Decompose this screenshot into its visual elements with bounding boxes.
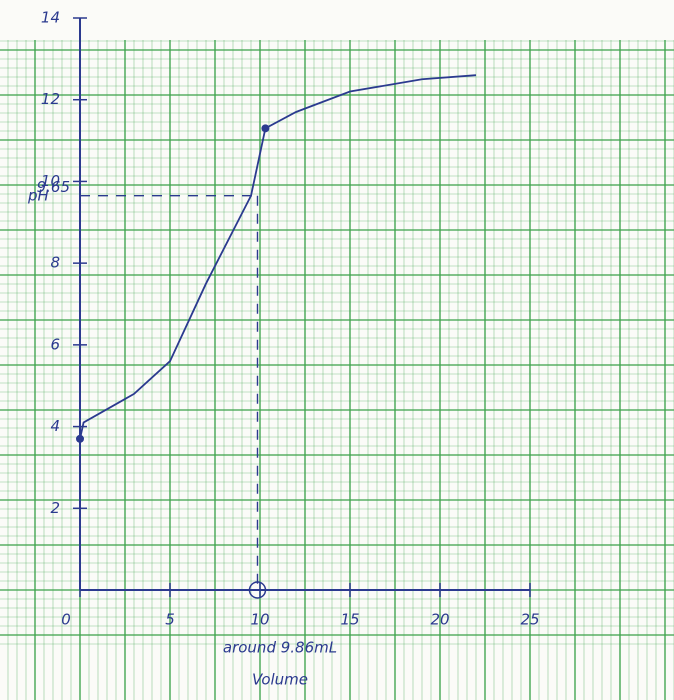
marker-point xyxy=(248,581,267,599)
graph-paper xyxy=(0,40,674,700)
x-tick-label: 25 xyxy=(520,611,539,629)
annotation: around 9.86mL xyxy=(223,639,337,657)
y-tick-label: 14 xyxy=(41,9,60,27)
data-point xyxy=(76,434,84,443)
y-tick-label: 12 xyxy=(41,90,60,108)
titration-curve xyxy=(79,74,477,440)
y-tick-label: 10 xyxy=(41,172,60,190)
y-tick-label: 4 xyxy=(50,417,60,435)
x-tick-label: 5 xyxy=(165,611,175,629)
y-tick-label: 2 xyxy=(50,499,60,517)
x-tick-label: 0 xyxy=(61,611,71,629)
y-tick-label: 8 xyxy=(50,254,60,272)
y-tick-label: 6 xyxy=(50,335,60,353)
x-axis-label: Volume xyxy=(252,671,308,689)
x-tick-label: 20 xyxy=(430,611,449,629)
x-tick-label: 15 xyxy=(340,611,359,629)
y-axis-label: pH xyxy=(27,187,49,205)
marker-label: 9.65 xyxy=(37,178,70,196)
x-tick-label: 10 xyxy=(250,611,269,629)
data-point xyxy=(261,124,270,133)
